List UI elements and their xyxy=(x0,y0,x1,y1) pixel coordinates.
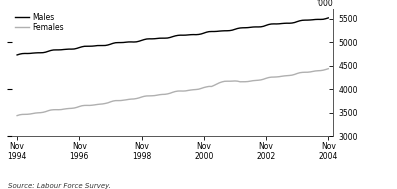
Females xyxy=(46,110,50,112)
Females xyxy=(209,85,214,88)
Males xyxy=(87,45,92,47)
Females xyxy=(15,115,19,117)
Males xyxy=(15,54,19,56)
Females xyxy=(87,104,92,107)
Females xyxy=(326,68,331,70)
Males xyxy=(305,19,310,21)
Text: '000: '000 xyxy=(317,0,333,8)
Text: Source: Labour Force Survey.: Source: Labour Force Survey. xyxy=(8,183,111,189)
Males xyxy=(147,38,152,40)
Males xyxy=(326,17,331,19)
Males xyxy=(46,50,50,52)
Line: Males: Males xyxy=(17,18,328,55)
Males xyxy=(209,30,214,33)
Females xyxy=(305,71,310,73)
Females xyxy=(147,95,152,97)
Legend: Males, Females: Males, Females xyxy=(14,12,64,33)
Males xyxy=(225,30,229,32)
Line: Females: Females xyxy=(17,69,328,116)
Females xyxy=(225,80,229,82)
